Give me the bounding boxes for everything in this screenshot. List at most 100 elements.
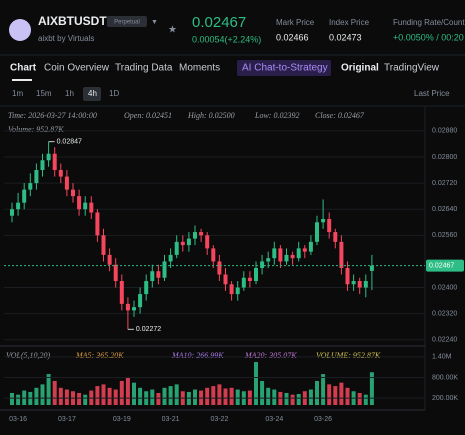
y-tick-label: 200.00K: [432, 395, 458, 402]
candle-body: [144, 281, 149, 295]
y-tick-label: 0.02240: [432, 337, 457, 344]
volume-bar: [339, 382, 344, 405]
candle-body: [272, 248, 277, 259]
symbol[interactable]: AIXBTUSDT: [38, 14, 107, 28]
candle-body: [113, 264, 118, 282]
y-tick-label: 0.02400: [432, 284, 457, 291]
tab[interactable]: TradingView: [384, 63, 440, 74]
volume-bar: [138, 387, 143, 405]
volume-legend: MA10: 266.99K: [171, 351, 224, 360]
stat-label: Mark Price: [276, 18, 315, 27]
volume-bar: [193, 389, 197, 405]
candle-body: [333, 232, 338, 242]
tab[interactable]: Chart: [10, 63, 37, 74]
interval[interactable]: 1D: [109, 89, 119, 98]
candle-body: [296, 248, 301, 259]
candle-body: [10, 209, 14, 216]
candle-body: [302, 248, 307, 252]
y-tick-label: 1.40M: [432, 354, 452, 361]
x-tick-label: 03-26: [314, 416, 332, 423]
candle-body: [174, 241, 179, 255]
tab[interactable]: AI Chat-to-Strategy: [242, 63, 328, 74]
candle-body: [223, 274, 228, 285]
candle-body: [125, 303, 130, 311]
y-tick-label: 0.02720: [432, 180, 457, 187]
x-tick-label: 03-21: [162, 416, 180, 423]
current-price-tag: [426, 259, 464, 272]
volume-bar: [296, 394, 301, 405]
tab[interactable]: Moments: [179, 63, 220, 74]
volume-bar: [113, 389, 118, 405]
candle-body: [22, 189, 27, 203]
candle-body: [284, 254, 289, 262]
candle-body: [241, 277, 246, 288]
volume-bar: [64, 389, 69, 405]
candle-body: [71, 189, 75, 197]
interval[interactable]: 1h: [65, 89, 74, 98]
candle-body: [357, 281, 362, 288]
volume-legend: MA5: 365.20K: [75, 351, 124, 360]
volume-bar: [101, 384, 106, 405]
candle-body: [64, 176, 69, 190]
dropdown-caret[interactable]: ▼: [151, 19, 158, 26]
candle-body: [290, 254, 295, 259]
candle-body: [156, 271, 161, 278]
interval[interactable]: 1m: [12, 89, 23, 98]
badge-bg: [107, 16, 147, 27]
info-item: Low: 0.02392: [254, 111, 299, 120]
tab[interactable]: Original: [341, 63, 379, 74]
y-tick-label: 0.02560: [432, 232, 457, 239]
volume-bar: [168, 386, 173, 405]
stat-label: Funding Rate/Count: [393, 18, 465, 27]
tab[interactable]: Trading Data: [115, 63, 173, 74]
volume-bar: [16, 394, 21, 405]
candle-body: [40, 160, 45, 171]
volume-bar: [58, 387, 63, 405]
volume-bar: [254, 362, 258, 405]
candle-body: [254, 267, 258, 282]
candle-body: [138, 294, 143, 308]
candle-body: [260, 261, 265, 268]
volume-bar: [223, 388, 228, 405]
tab[interactable]: Coin Overview: [44, 63, 110, 74]
candle-body: [217, 261, 222, 275]
volume-bar: [125, 377, 130, 405]
volume-bar: [284, 392, 289, 405]
volume-bar: [205, 387, 210, 405]
volume-title: VOL(5,10,20): [6, 351, 51, 360]
price-change: 0.00054(+2.24%): [192, 34, 261, 44]
volume-legend: MA20: 305.07K: [244, 351, 297, 360]
volume-bar: [290, 394, 295, 405]
interval[interactable]: 15m: [36, 89, 52, 98]
volume-bar: [162, 387, 167, 405]
candle-body: [52, 153, 57, 171]
candle-body: [339, 241, 344, 268]
volume-bar: [327, 384, 332, 405]
volume-bar: [266, 387, 271, 405]
candle-body: [16, 202, 21, 210]
volume-bar: [357, 392, 362, 405]
candle-body: [34, 170, 39, 184]
favorite[interactable]: ★: [168, 25, 177, 36]
volume-bar: [345, 387, 350, 405]
candle-body: [308, 241, 313, 252]
tab-highlight: [237, 60, 331, 76]
x-tick-label: 03-17: [58, 416, 76, 423]
volume-bar: [174, 384, 179, 405]
candle-body: [315, 222, 319, 242]
volume-bar: [229, 387, 234, 405]
candle-body: [369, 265, 374, 271]
y-tick-label: 800.00K: [432, 374, 458, 381]
price-type[interactable]: Last Price: [414, 89, 450, 98]
volume-bar: [10, 392, 14, 405]
info-item: Close: 0.02467: [315, 111, 365, 120]
y-tick-label: 0.02320: [432, 311, 457, 318]
interval[interactable]: 4h: [88, 89, 97, 98]
candle-body: [186, 238, 191, 246]
candle-body: [180, 241, 185, 246]
candle-body: [132, 307, 136, 311]
candle-body: [168, 254, 173, 262]
info-item: Time: 2026-03-27 14:00:00: [8, 111, 97, 120]
y-tick-label: 0.02800: [432, 154, 457, 161]
